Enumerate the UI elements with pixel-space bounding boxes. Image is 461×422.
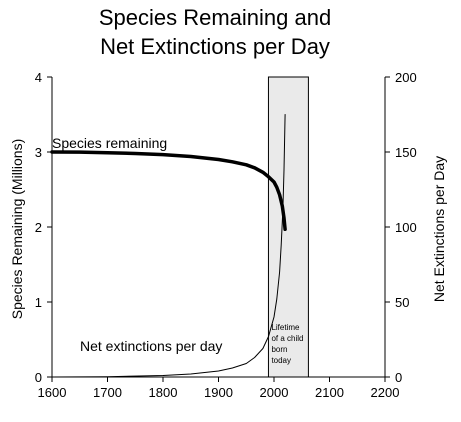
- series-label-species-remaining: Species remaining: [52, 135, 167, 151]
- series-label-net-extinctions: Net extinctions per day: [80, 338, 222, 354]
- y-right-tick-label: 0: [395, 370, 402, 385]
- shaded-region-label-line: born: [271, 345, 287, 354]
- shaded-region: [267, 76, 309, 378]
- x-tick-label: 1900: [204, 385, 233, 400]
- y-right-tick-label: 100: [395, 220, 417, 235]
- shaded-region-layer: Lifetime of a child born today: [267, 76, 309, 378]
- x-tick-label: 2000: [260, 385, 289, 400]
- y-axis-right-label: Net Extinctions per Day: [431, 156, 447, 302]
- x-tick-label: 1600: [38, 385, 67, 400]
- y-left-tick-label: 2: [35, 220, 42, 235]
- y-left-tick-label: 1: [35, 295, 42, 310]
- series-line-net-extinctions: [51, 114, 286, 378]
- series-layer: [50, 114, 287, 378]
- y-axis-left-label: Species Remaining (Millions): [9, 139, 25, 320]
- shaded-region-label-line: today: [271, 356, 291, 365]
- chart-title-line-1: Species Remaining and: [98, 5, 332, 30]
- y-right-tick-label: 200: [395, 70, 417, 85]
- x-tick-label: 2200: [371, 385, 400, 400]
- y-right-tick-label: 150: [395, 145, 417, 160]
- chart-title-line-2: Net Extinctions per Day: [100, 34, 330, 59]
- shaded-region-label-line: Lifetime: [271, 323, 300, 332]
- y-left-tick-label: 4: [35, 70, 42, 85]
- x-tick-label: 2100: [315, 385, 344, 400]
- x-tick-label: 1800: [149, 385, 178, 400]
- series-line-species-remaining: [50, 150, 287, 232]
- axes-layer: [47, 76, 390, 382]
- text-layer: Species remaining Net extinctions per da…: [9, 70, 447, 400]
- y-right-tick-label: 50: [395, 295, 409, 310]
- shaded-region-label-line: of a child: [271, 334, 303, 343]
- y-left-tick-label: 0: [35, 370, 42, 385]
- x-tick-label: 1700: [93, 385, 122, 400]
- y-left-tick-label: 3: [35, 145, 42, 160]
